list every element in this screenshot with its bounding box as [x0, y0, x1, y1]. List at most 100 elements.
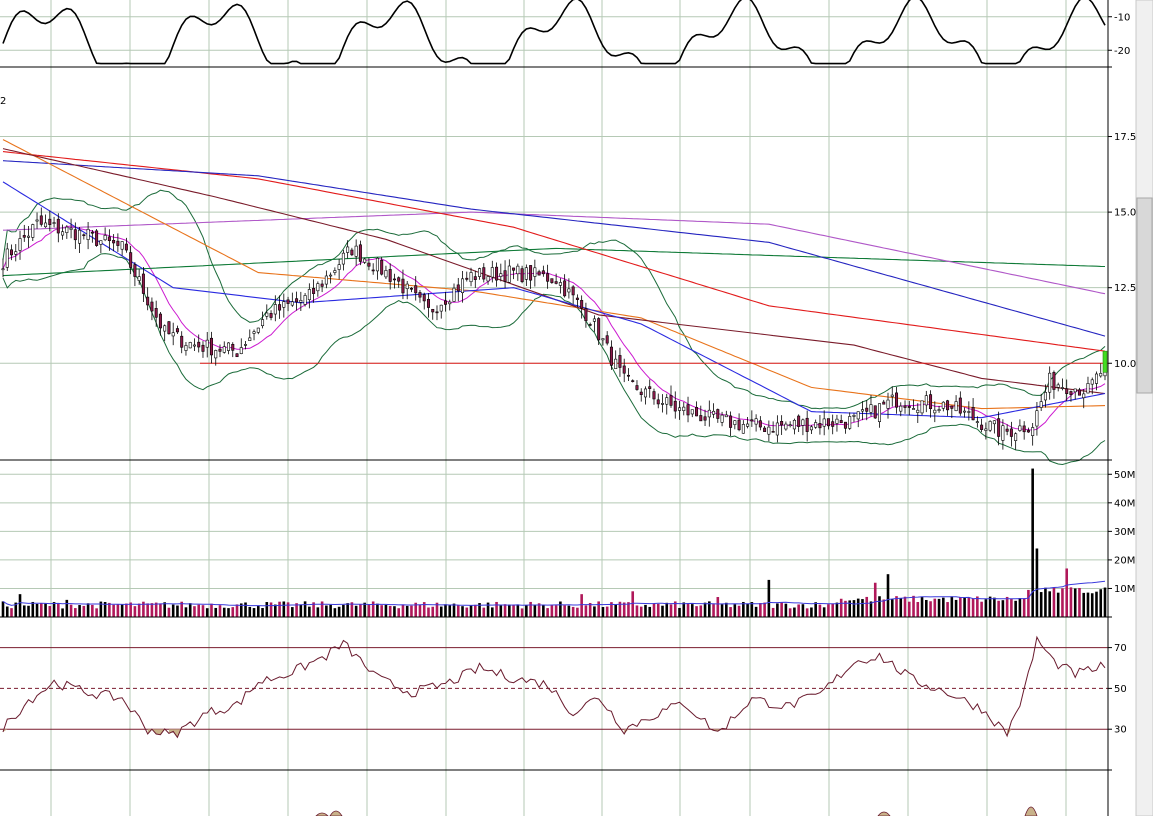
volume-bar-55	[235, 604, 239, 617]
candle-body	[767, 426, 771, 435]
candle-43	[184, 342, 188, 356]
candle-body	[558, 282, 562, 286]
candle-body	[1022, 425, 1026, 433]
candle-body	[567, 288, 571, 293]
candle-32	[137, 269, 141, 285]
candle-body	[618, 355, 622, 368]
candle-71	[303, 292, 307, 307]
candle-body	[320, 283, 324, 287]
candle-65	[278, 295, 282, 319]
volume-bar-128	[546, 608, 549, 617]
volume-bar-248	[1056, 592, 1060, 617]
candle-body	[869, 404, 873, 413]
volume-bar-184	[784, 603, 788, 617]
scrollbar-thumb[interactable]	[1136, 197, 1153, 394]
candle-37	[158, 312, 162, 336]
candle-body	[307, 289, 311, 301]
volume-bar-131	[559, 601, 562, 617]
candle-body	[997, 418, 1001, 437]
candle-49	[209, 331, 213, 364]
volume-bar-141	[601, 606, 605, 617]
volume-bar-41	[176, 605, 179, 617]
candle-70	[299, 291, 303, 311]
candle-body	[886, 399, 890, 409]
candle-184	[784, 421, 788, 431]
candle-2	[10, 244, 14, 261]
candle-61	[261, 311, 265, 329]
candle-body	[877, 403, 881, 422]
candle-135	[575, 294, 579, 307]
candle-body	[975, 421, 979, 423]
volume-bar-220	[937, 598, 941, 617]
candle-body	[265, 312, 269, 317]
bollinger-lower-band	[2, 253, 1106, 466]
candle-body	[865, 407, 869, 412]
candle-body	[1073, 388, 1077, 393]
candle-153	[652, 388, 656, 405]
candle-body	[899, 405, 903, 412]
candle-99	[422, 292, 426, 310]
volume-bar-229	[976, 596, 979, 617]
candle-body	[797, 415, 801, 427]
candle-173	[737, 413, 741, 432]
volume-bar-154	[656, 603, 660, 617]
candle-body	[1069, 391, 1073, 395]
candle-142	[605, 331, 609, 346]
volume-bar-111	[473, 604, 477, 617]
volume-bar-249	[1061, 588, 1064, 617]
candle-body	[188, 342, 192, 349]
candle-body	[546, 273, 550, 282]
candle-6	[27, 225, 31, 248]
candle-body	[643, 388, 647, 398]
volume-bar-46	[197, 604, 201, 617]
candle-body	[775, 422, 779, 436]
volume-bar-210	[895, 596, 898, 617]
bottom-panel-blip-3	[1024, 806, 1038, 817]
candle-body	[286, 299, 290, 304]
candle-body	[890, 394, 894, 397]
volume-bar-188	[801, 604, 805, 617]
scrollbar-track[interactable]	[1135, 0, 1153, 817]
candle-24	[103, 227, 107, 242]
volume-bar-215	[916, 602, 920, 617]
candle-body	[180, 335, 184, 348]
candle-body	[197, 341, 201, 348]
volume-bar-113	[482, 607, 486, 617]
candle-body	[363, 258, 367, 263]
volume-bar-146	[622, 602, 626, 617]
candle-133	[567, 278, 571, 299]
candle-body	[337, 264, 341, 270]
candle-body	[1031, 427, 1035, 436]
candle-223	[950, 405, 954, 419]
volume-bar-221	[942, 597, 945, 617]
vertical-scrollbar[interactable]	[1135, 0, 1153, 817]
volume-bar-159	[678, 607, 681, 617]
volume-bar-135	[576, 607, 579, 617]
candle-body	[537, 271, 541, 276]
candle-body	[422, 294, 426, 302]
candle-11	[48, 210, 52, 232]
candle-239	[1018, 419, 1022, 432]
candle-38	[163, 324, 167, 342]
volume-bar-153	[652, 603, 656, 617]
volume-bar-256	[1090, 593, 1094, 617]
candle-body	[154, 308, 158, 318]
candle-31	[133, 262, 137, 287]
candle-119	[507, 259, 511, 283]
volume-bar-150	[639, 606, 643, 617]
volume-bar-93	[397, 608, 400, 617]
candle-58	[248, 329, 252, 342]
volume-bar-0	[1, 601, 5, 617]
volume-bar-76	[325, 605, 328, 617]
candle-body	[1090, 379, 1094, 385]
candle-body	[69, 227, 73, 230]
volume-bar-18	[78, 605, 81, 617]
volume-bar-119	[508, 604, 511, 617]
candle-body	[235, 353, 239, 358]
candle-62	[265, 304, 269, 320]
candle-109	[465, 271, 469, 282]
candle-29	[124, 237, 128, 253]
candle-body	[239, 347, 243, 354]
candle-3	[14, 244, 18, 262]
candle-94	[401, 269, 405, 300]
